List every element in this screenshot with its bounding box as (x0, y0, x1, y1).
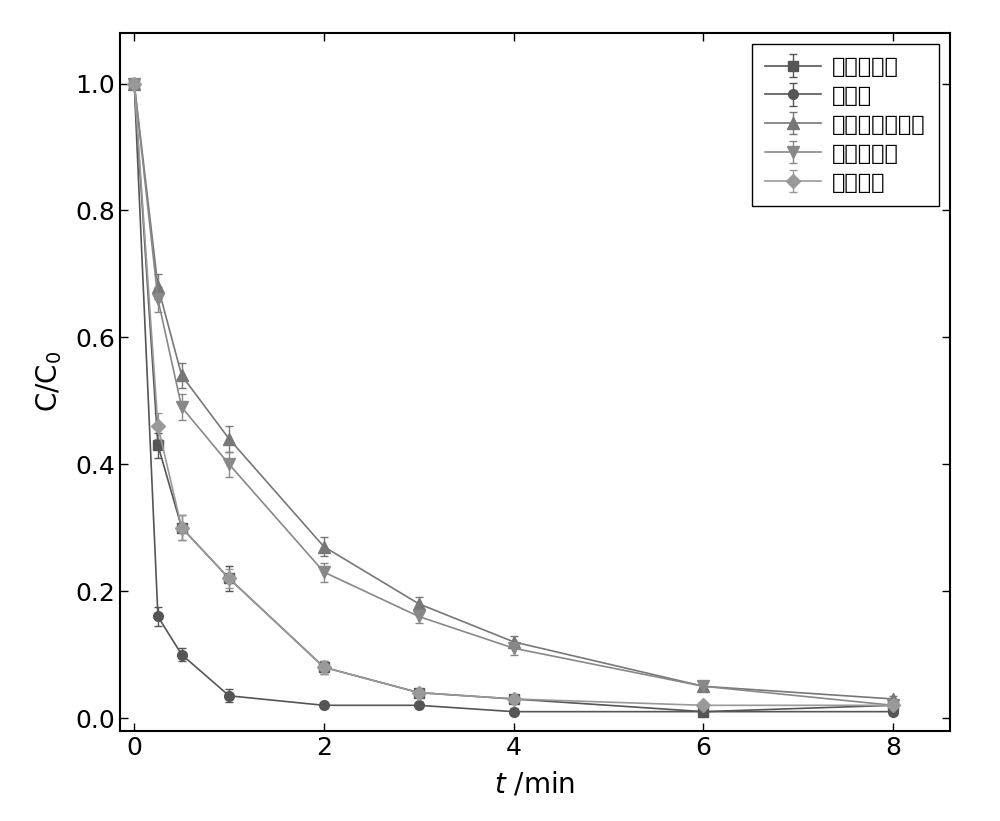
Legend: 确酸根离子, 氯离子, 磷酸二氢根离子, 硫酸根离子, 空白对照: 确酸根离子, 氯离子, 磷酸二氢根离子, 硫酸根离子, 空白对照 (752, 44, 939, 206)
X-axis label: $t$ /min: $t$ /min (494, 771, 576, 799)
Y-axis label: C/C$_0$: C/C$_0$ (34, 351, 64, 412)
